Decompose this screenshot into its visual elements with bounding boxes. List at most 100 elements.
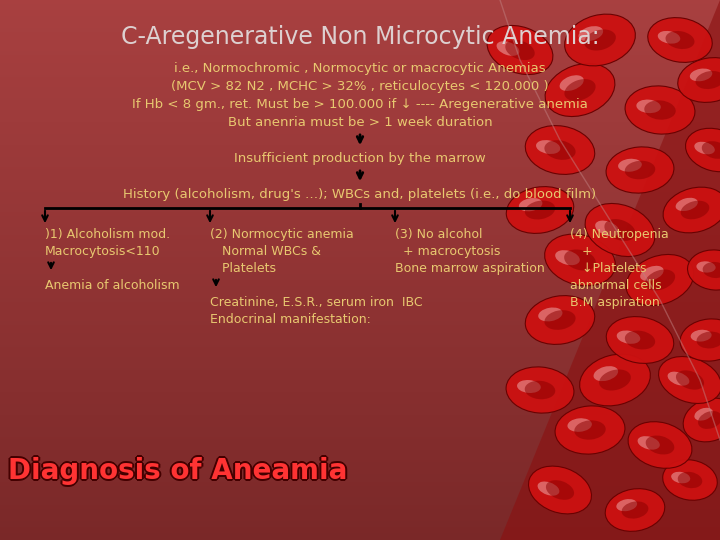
Ellipse shape <box>663 187 720 233</box>
Ellipse shape <box>538 482 559 496</box>
Ellipse shape <box>564 14 635 66</box>
Ellipse shape <box>662 460 717 500</box>
Ellipse shape <box>694 141 715 154</box>
Ellipse shape <box>519 198 542 211</box>
Ellipse shape <box>559 75 584 91</box>
Ellipse shape <box>690 69 712 82</box>
Text: Bone marrow aspiration: Bone marrow aspiration <box>395 262 545 275</box>
Text: Endocrinal manifestation:: Endocrinal manifestation: <box>210 313 371 326</box>
Ellipse shape <box>526 295 595 345</box>
Text: Diagnosis of Aneamia: Diagnosis of Aneamia <box>8 455 347 483</box>
Ellipse shape <box>555 250 580 265</box>
Text: Diagnosis of Aneamia: Diagnosis of Aneamia <box>9 458 348 486</box>
Text: Diagnosis of Aneamia: Diagnosis of Aneamia <box>8 459 347 487</box>
Ellipse shape <box>628 422 692 468</box>
Ellipse shape <box>544 234 616 286</box>
Ellipse shape <box>599 369 631 390</box>
Ellipse shape <box>694 408 713 421</box>
Ellipse shape <box>685 129 720 172</box>
Ellipse shape <box>546 480 574 500</box>
Ellipse shape <box>621 502 649 518</box>
Text: (MCV > 82 N2 , MCHC > 32% , reticulocytes < 120.000 ): (MCV > 82 N2 , MCHC > 32% , reticulocyte… <box>171 80 549 93</box>
Text: Macrocytosis<110: Macrocytosis<110 <box>45 245 161 258</box>
Ellipse shape <box>640 266 664 281</box>
Ellipse shape <box>625 330 655 349</box>
Ellipse shape <box>665 31 695 49</box>
Text: (2) Normocytic anemia: (2) Normocytic anemia <box>210 228 354 241</box>
Ellipse shape <box>606 316 674 363</box>
Ellipse shape <box>544 310 575 330</box>
Text: ↓Platelets: ↓Platelets <box>570 262 647 275</box>
Ellipse shape <box>702 141 720 159</box>
Ellipse shape <box>626 254 694 306</box>
Ellipse shape <box>539 307 562 321</box>
Ellipse shape <box>636 99 661 113</box>
Text: C-Aregenerative Non Microcytic Anemia:: C-Aregenerative Non Microcytic Anemia: <box>121 25 599 49</box>
Ellipse shape <box>680 201 709 219</box>
Ellipse shape <box>646 436 675 455</box>
Text: Diagnosis of Aneamia: Diagnosis of Aneamia <box>7 456 346 484</box>
Ellipse shape <box>696 261 716 273</box>
Ellipse shape <box>575 420 606 440</box>
Ellipse shape <box>536 140 560 154</box>
Text: )1) Alcoholism mod.: )1) Alcoholism mod. <box>45 228 170 241</box>
Ellipse shape <box>658 31 680 44</box>
Ellipse shape <box>678 472 702 488</box>
Ellipse shape <box>617 330 640 344</box>
Ellipse shape <box>584 30 616 51</box>
Ellipse shape <box>525 381 555 399</box>
Ellipse shape <box>505 40 535 60</box>
Text: B.M aspiration: B.M aspiration <box>570 296 660 309</box>
Ellipse shape <box>659 356 720 403</box>
Ellipse shape <box>517 380 541 393</box>
Ellipse shape <box>506 187 574 233</box>
Text: +: + <box>570 245 593 258</box>
Ellipse shape <box>618 159 642 172</box>
Text: If Hb < 8 gm., ret. Must be > 100.000 if ↓ ---- Aregenerative anemia: If Hb < 8 gm., ret. Must be > 100.000 if… <box>132 98 588 111</box>
Ellipse shape <box>675 198 698 211</box>
Ellipse shape <box>585 204 655 256</box>
Ellipse shape <box>683 398 720 442</box>
Ellipse shape <box>580 354 650 406</box>
Ellipse shape <box>526 126 595 174</box>
Ellipse shape <box>528 466 592 514</box>
Ellipse shape <box>667 372 689 386</box>
Ellipse shape <box>676 370 704 390</box>
Ellipse shape <box>645 269 675 291</box>
Ellipse shape <box>680 319 720 361</box>
Ellipse shape <box>567 418 592 432</box>
Text: Normal WBCs &: Normal WBCs & <box>210 245 321 258</box>
Text: abnormal cells: abnormal cells <box>570 279 662 292</box>
Text: Diagnosis of Aneamia: Diagnosis of Aneamia <box>7 458 346 486</box>
Ellipse shape <box>698 411 720 429</box>
Ellipse shape <box>696 332 720 348</box>
Ellipse shape <box>497 41 519 56</box>
Text: + macrocytosis: + macrocytosis <box>395 245 500 258</box>
Text: History (alcoholism, drug's …); WBCs and, platelets (i.e., do blood film): History (alcoholism, drug's …); WBCs and… <box>123 188 597 201</box>
Ellipse shape <box>544 140 575 160</box>
Text: i.e., Normochromic , Normocytic or macrocytic Anemias: i.e., Normochromic , Normocytic or macro… <box>174 62 546 75</box>
Ellipse shape <box>648 18 712 63</box>
Ellipse shape <box>487 25 553 75</box>
Text: Diagnosis of Aneamia: Diagnosis of Aneamia <box>9 456 348 484</box>
Text: Anemia of alcoholism: Anemia of alcoholism <box>45 279 179 292</box>
Text: Diagnosis of Aneamia: Diagnosis of Aneamia <box>6 457 346 485</box>
Ellipse shape <box>688 250 720 290</box>
Text: (4) Neutropenia: (4) Neutropenia <box>570 228 669 241</box>
Text: (3) No alcohol: (3) No alcohol <box>395 228 482 241</box>
Ellipse shape <box>625 161 655 179</box>
Text: Creatinine, E.S.R., serum iron  IBC: Creatinine, E.S.R., serum iron IBC <box>210 296 423 309</box>
Ellipse shape <box>606 489 665 531</box>
Ellipse shape <box>638 436 660 450</box>
Ellipse shape <box>545 64 615 117</box>
Ellipse shape <box>606 147 674 193</box>
Ellipse shape <box>690 330 711 342</box>
Text: Insufficient production by the marrow: Insufficient production by the marrow <box>234 152 486 165</box>
Text: Diagnosis of Aneamia: Diagnosis of Aneamia <box>10 457 349 485</box>
Ellipse shape <box>703 262 720 278</box>
Ellipse shape <box>564 79 595 101</box>
Ellipse shape <box>671 472 690 483</box>
Ellipse shape <box>555 406 625 454</box>
Ellipse shape <box>564 249 596 271</box>
Ellipse shape <box>506 367 574 413</box>
